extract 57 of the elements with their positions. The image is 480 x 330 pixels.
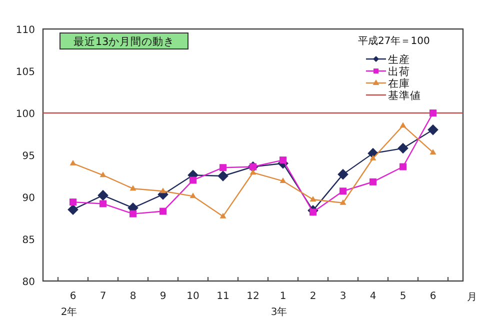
x-tick-label: 12 — [246, 291, 260, 302]
x-axis-title: 月 — [467, 292, 477, 303]
point — [100, 172, 106, 178]
point — [130, 185, 136, 191]
x-tick-label: 4 — [370, 291, 376, 302]
x-tick-label: 10 — [186, 291, 200, 302]
point — [68, 204, 78, 215]
x-tick-label: 3 — [340, 291, 346, 302]
point — [190, 192, 196, 198]
point — [370, 178, 376, 186]
point — [338, 168, 348, 180]
x-tick-label: 6 — [430, 291, 436, 302]
text: 最近13か月間の動き — [73, 35, 175, 48]
point — [400, 163, 406, 170]
point — [430, 148, 436, 154]
point — [160, 188, 166, 194]
legend-label: 在庫 — [388, 77, 410, 90]
point — [430, 110, 436, 116]
point — [98, 190, 108, 201]
y-tick-label: 110 — [16, 25, 35, 36]
point — [428, 124, 438, 136]
y-tick-label: 85 — [22, 235, 35, 246]
x-tick-label: 11 — [216, 291, 230, 302]
point — [340, 199, 346, 205]
x-tick-label: 8 — [130, 291, 136, 302]
point — [70, 198, 76, 206]
x-tick-label: 2 — [310, 291, 316, 302]
x-tick-label: 6 2年 — [60, 291, 78, 318]
point — [190, 176, 196, 184]
point — [398, 142, 408, 154]
y-tick-label: 105 — [16, 67, 35, 78]
point — [280, 156, 286, 164]
x-tick-label: 1 3年 — [270, 291, 288, 318]
y-tick-label: 80 — [22, 277, 35, 288]
point — [280, 178, 286, 184]
x-tick-label: 9 — [160, 291, 166, 302]
point — [100, 200, 106, 208]
y-tick-label: 100 — [16, 109, 35, 120]
legend-label: 基準値 — [388, 89, 421, 102]
text: 平成27年＝100 — [358, 35, 430, 47]
point — [218, 170, 228, 182]
legend-label: 生産 — [388, 53, 410, 66]
point — [340, 188, 346, 195]
point — [400, 122, 406, 128]
x-tick-label: 5 — [400, 291, 406, 302]
point — [220, 164, 226, 172]
x-tick-label: 7 — [100, 291, 106, 302]
point — [130, 210, 136, 218]
legend-label: 出荷 — [388, 65, 410, 78]
point — [370, 154, 376, 160]
point — [70, 160, 76, 166]
y-tick-label: 90 — [22, 193, 35, 204]
point — [250, 169, 256, 175]
y-tick-label: 95 — [22, 151, 35, 162]
point — [310, 196, 316, 202]
point — [220, 212, 226, 218]
point — [160, 208, 166, 215]
